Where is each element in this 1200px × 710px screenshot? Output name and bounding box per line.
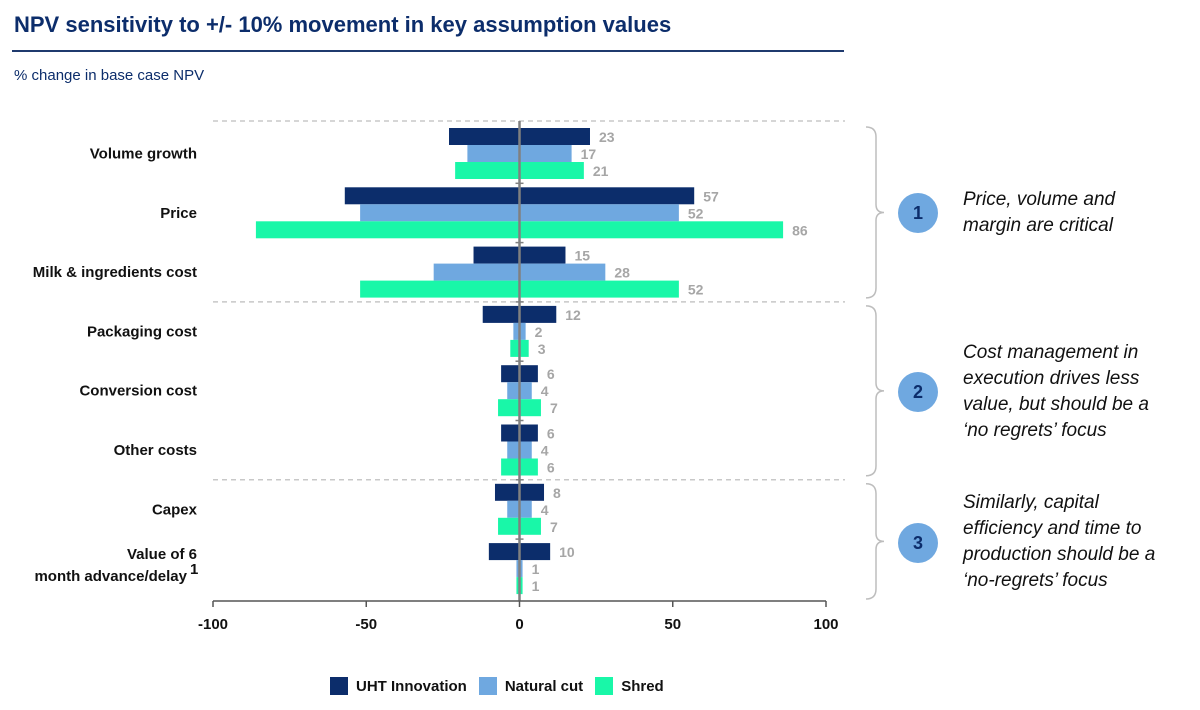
data-label: 52 bbox=[688, 282, 704, 298]
legend-swatch-natural-cut bbox=[478, 677, 497, 695]
legend-item-natural-cut: Natural cut bbox=[478, 677, 584, 695]
callout-text-3: Similarly, capital efficiency and time t… bbox=[963, 492, 1156, 591]
x-tick-label: -50 bbox=[355, 616, 377, 633]
x-tick-label: 100 bbox=[813, 616, 838, 633]
data-label: 7 bbox=[550, 519, 558, 535]
data-label: 6 bbox=[547, 366, 555, 382]
group-brace-3 bbox=[865, 483, 885, 600]
data-label: 7 bbox=[550, 400, 558, 416]
callout-badge-2: 2 bbox=[898, 372, 938, 412]
data-label: 15 bbox=[574, 248, 590, 264]
data-label: 4 bbox=[541, 443, 549, 459]
callout-text-2: Cost management in execution drives less… bbox=[963, 342, 1149, 441]
legend-item-shred: Shred bbox=[595, 677, 664, 695]
x-tick-label: 0 bbox=[515, 616, 523, 633]
data-label: 6 bbox=[547, 460, 555, 476]
category-label: Packaging cost bbox=[87, 323, 197, 340]
chart-legend: UHT Innovation Natural cut Shred bbox=[330, 677, 664, 695]
data-label: 52 bbox=[688, 205, 704, 221]
category-label: Other costs bbox=[114, 442, 197, 459]
group-brace-1 bbox=[865, 126, 885, 299]
data-label: 21 bbox=[593, 163, 609, 179]
data-label: 2 bbox=[535, 324, 543, 340]
group-brace-2 bbox=[865, 305, 885, 477]
data-label: 10 bbox=[559, 544, 575, 560]
data-label: 1 bbox=[532, 578, 540, 594]
legend-swatch-shred bbox=[595, 677, 614, 695]
data-label: 12 bbox=[565, 307, 581, 323]
data-label: 3 bbox=[538, 341, 546, 357]
footnote-marker: 1 bbox=[190, 561, 198, 578]
legend-label-natural-cut: Natural cut bbox=[504, 677, 584, 695]
x-tick-label: 50 bbox=[664, 616, 681, 633]
category-label: Volume growth bbox=[90, 146, 197, 163]
data-label: 1 bbox=[532, 561, 540, 577]
legend-label-uht: UHT Innovation bbox=[356, 677, 467, 695]
data-label: 6 bbox=[547, 426, 555, 442]
chart-title: NPV sensitivity to +/- 10% movement in k… bbox=[14, 12, 672, 37]
data-label: 57 bbox=[703, 188, 719, 204]
category-label: Milk & ingredients cost bbox=[33, 264, 197, 281]
callout-badge-3: 3 bbox=[898, 523, 938, 563]
data-label: 4 bbox=[541, 383, 549, 399]
legend-label-shred: Shred bbox=[621, 677, 664, 695]
category-label: Value of 6 bbox=[127, 546, 197, 563]
callout-badge-1: 1 bbox=[898, 193, 938, 233]
x-tick-label: -100 bbox=[198, 616, 228, 633]
category-label: Price bbox=[160, 205, 197, 222]
category-label: Conversion cost bbox=[79, 383, 197, 400]
legend-swatch-uht bbox=[330, 677, 348, 695]
data-label: 17 bbox=[581, 146, 597, 162]
data-label: 23 bbox=[599, 129, 615, 145]
category-label: Capex bbox=[152, 501, 198, 518]
category-label: month advance/delay bbox=[34, 568, 187, 585]
data-label: 86 bbox=[792, 222, 808, 238]
data-label: 8 bbox=[553, 485, 561, 501]
callout-text-1: Price, volume and margin are critical bbox=[963, 189, 1116, 236]
chart-subtitle: % change in base case NPV bbox=[14, 67, 205, 84]
legend-item-uht: UHT Innovation bbox=[330, 677, 467, 695]
data-label: 4 bbox=[541, 502, 549, 518]
data-label: 28 bbox=[614, 265, 630, 281]
title-divider bbox=[12, 50, 844, 52]
